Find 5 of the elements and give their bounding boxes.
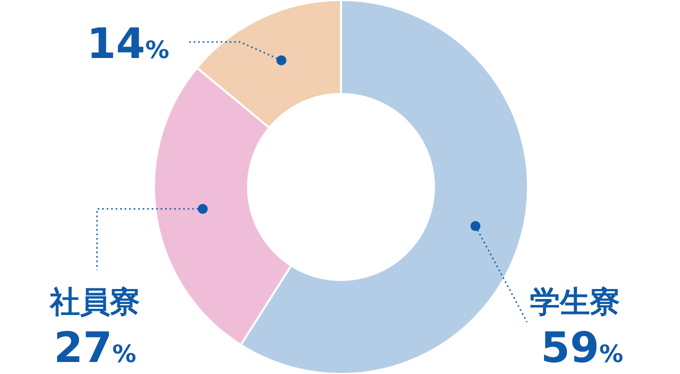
data-label: 27% — [54, 323, 136, 372]
data-label: 14% — [86, 19, 170, 68]
data-label: 59% — [540, 323, 624, 372]
slice-label: 学生寮 — [530, 285, 620, 320]
slice-label: 社員寮 — [49, 285, 140, 320]
